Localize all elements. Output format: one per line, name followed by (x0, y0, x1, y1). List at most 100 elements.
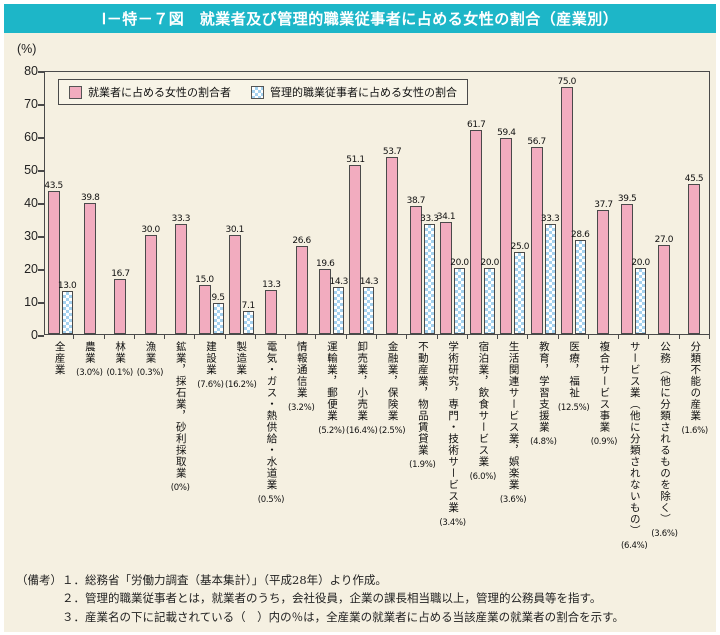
legend-label-employed: 就業者に占める女性の割合者 (88, 87, 231, 99)
category-slot: 情報通信業 (3.2%) (286, 341, 316, 551)
bar-managerial: 25.0 (511, 242, 530, 334)
category-share-label: (1.6%) (681, 425, 708, 436)
bar-value-label: 25.0 (510, 241, 530, 252)
bar-group: 38.7 33.3 (407, 72, 439, 334)
bar-employed: 75.0 (558, 77, 576, 334)
category-share-label: (3.6%) (651, 529, 678, 539)
category-label: 不動産業，物品賃貸業 (416, 341, 429, 456)
x-tick-mark (436, 335, 438, 339)
category-share-label: (3.4%) (439, 517, 466, 528)
bar-value-label: 16.7 (111, 268, 130, 279)
x-tick-mark (73, 335, 75, 339)
bar-employed: 34.1 (437, 212, 456, 334)
x-tick-mark (315, 335, 317, 339)
x-tick-mark (194, 335, 196, 339)
x-tick-mark (466, 335, 468, 339)
bar-managerial: 20.0 (480, 258, 499, 334)
category-share-label: (3.0%) (76, 368, 103, 378)
bar-value-label: 33.3 (540, 214, 560, 225)
legend-box: 就業者に占める女性の割合者 管理的職業従事者に占める女性の割合 (58, 79, 468, 105)
bar-value-label: 13.0 (57, 281, 77, 292)
bar-group: 27.0 (649, 72, 679, 334)
category-share-label: (0%) (170, 483, 190, 493)
bar-value-label: 39.8 (81, 192, 100, 203)
category-label: 農業 (83, 341, 96, 364)
category-label: 宿泊業，飲食サービス業 (477, 341, 490, 468)
y-axis-labels: 0 10 20 30 40 50 60 70 80 (4, 33, 40, 632)
bar-value-label: 20.0 (450, 258, 469, 268)
legend-label-managerial: 管理的職業従事者に占める女性の割合 (270, 87, 457, 99)
bar-employed: 56.7 (527, 137, 546, 334)
category-slot: 宿泊業，飲食サービス業 (6.0%) (468, 341, 498, 551)
y-tick-mark (38, 170, 44, 172)
bar-group: 34.1 20.0 (437, 72, 469, 334)
bar-value-label: 26.6 (292, 236, 311, 247)
bar-value-label: 7.1 (241, 300, 256, 311)
category-label: 生活関連サービス業，娯楽業 (507, 341, 520, 491)
category-label: サービス業（他に分類されないもの） (628, 341, 641, 537)
x-tick-mark (678, 335, 680, 339)
y-tick-label: 30 (24, 229, 38, 243)
bar-employed: 43.5 (44, 181, 63, 334)
category-slot: 金融業，保険業 (2.5%) (377, 341, 407, 551)
x-tick-mark (406, 335, 408, 339)
category-label: 複合サービス事業 (598, 341, 611, 433)
bar-value-label: 9.5 (211, 292, 225, 303)
category-share-label: (0.1%) (106, 368, 133, 378)
bar-employed: 30.0 (141, 225, 160, 334)
x-tick-mark (527, 335, 529, 339)
y-tick-label: 80 (24, 64, 38, 78)
bar-group: 53.7 (377, 72, 407, 334)
x-tick-mark (224, 335, 226, 339)
category-slot: 複合サービス事業 (0.9%) (589, 341, 619, 551)
category-label: 教育，学習支援業 (537, 341, 550, 433)
x-tick-mark (376, 335, 377, 339)
bar-group: 37.7 (588, 72, 618, 334)
bar-value-label: 33.3 (171, 214, 191, 225)
legend-item-employed: 就業者に占める女性の割合者 (69, 84, 231, 100)
bar-value-label: 34.1 (436, 211, 456, 222)
category-slot: 電気・ガス・熱供給・水道業 (0.5%) (256, 341, 286, 551)
category-slot: 生活関連サービス業，娯楽業 (3.6%) (498, 341, 528, 551)
category-label: 医療，福祉 (568, 341, 581, 399)
y-tick-mark (38, 269, 44, 271)
category-label: 建設業 (204, 341, 217, 376)
category-share-label: (2.5%) (378, 425, 406, 436)
bar-value-label: 20.0 (631, 258, 650, 268)
bar-managerial: 28.6 (571, 230, 590, 334)
bar-value-label: 28.6 (571, 229, 590, 240)
category-slot: 学術研究，専門・技術サービス業 (3.4%) (437, 341, 467, 551)
bar-group: 15.0 9.5 (195, 72, 226, 334)
chart-area: (%) 0 10 20 30 40 50 60 70 80 43.5 13.0 39.8 16.7 30… (4, 33, 716, 632)
x-tick-mark (557, 335, 559, 339)
category-slot: 漁業 (0.3%) (135, 341, 165, 551)
bar-employed: 19.6 (316, 259, 335, 334)
bar-group: 16.7 (105, 72, 135, 334)
note-line: ３．産業名の下に記載されている（ ）内の％は，全産業の就業者に占める当該産業の就… (62, 609, 624, 624)
y-tick-label: 70 (24, 97, 38, 111)
bar-employed: 13.3 (262, 280, 281, 334)
category-share-label: (0.3%) (136, 368, 164, 378)
category-share-label: (6.4%) (620, 540, 648, 551)
bar-group: 43.5 13.0 (44, 72, 77, 334)
category-share-label: (3.6%) (499, 494, 527, 505)
y-axis-unit-label: (%) (17, 42, 37, 56)
y-tick-label: 0 (31, 328, 38, 342)
bar-employed: 27.0 (655, 235, 673, 334)
y-tick-label: 20 (24, 262, 38, 276)
x-tick-mark (587, 335, 589, 339)
category-slot: 教育，学習支援業 (4.8%) (528, 341, 558, 551)
bar-employed: 26.6 (292, 236, 311, 334)
category-label: 製造業 (235, 341, 248, 376)
bar-employed: 53.7 (383, 147, 402, 334)
bar-value-label: 39.5 (617, 193, 637, 204)
bar-value-label: 45.5 (684, 173, 704, 184)
category-slot: 運輸業，郵便業 (5.2%) (316, 341, 346, 551)
x-tick-mark (285, 335, 287, 339)
bar-value-label: 27.0 (654, 234, 674, 245)
bar-managerial: 20.0 (631, 258, 650, 334)
bar-value-label: 14.3 (359, 276, 379, 287)
notes-block: （備考） １．総務省「労働力調査（基本集計）」（平成28年）より作成。 ２．管理的… (16, 571, 710, 626)
y-tick-mark (38, 203, 44, 205)
bar-group: 39.8 (75, 72, 105, 334)
